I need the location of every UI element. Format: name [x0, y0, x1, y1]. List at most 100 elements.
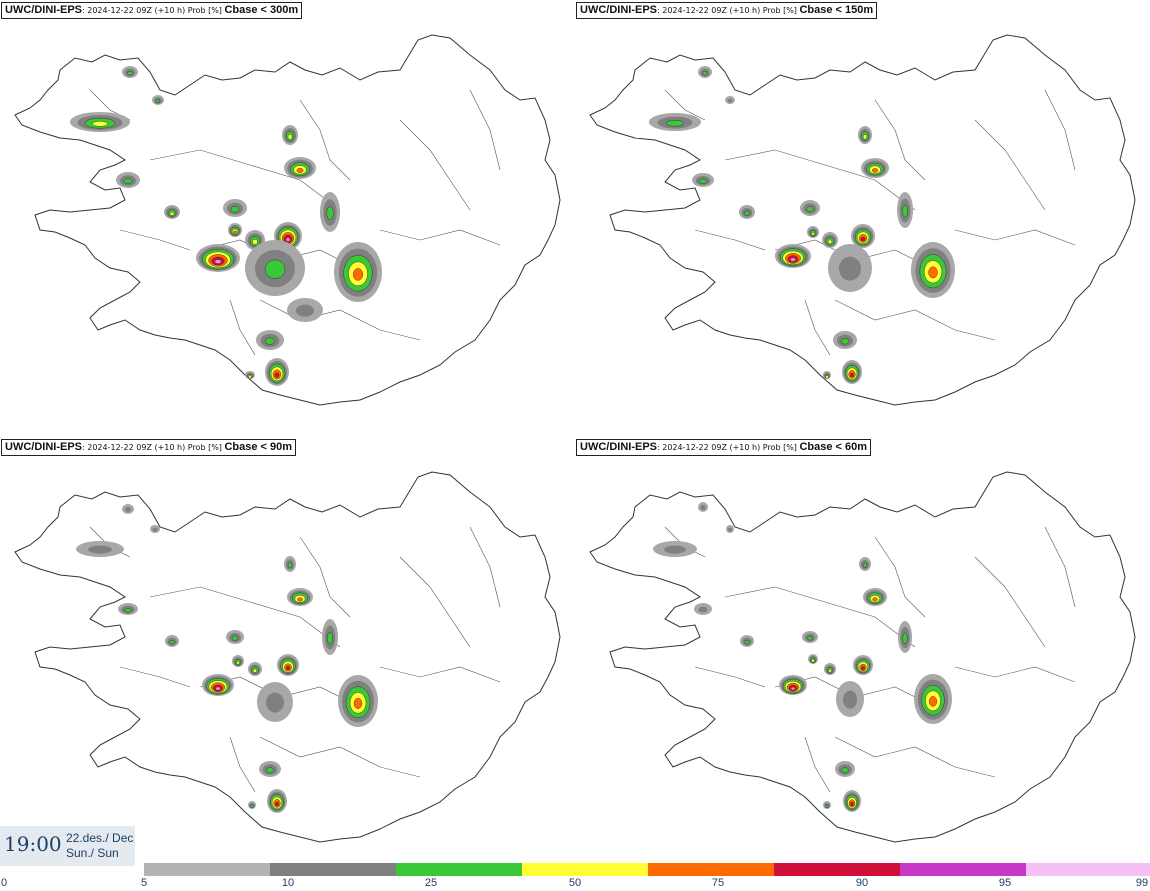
probability-contour	[274, 372, 280, 378]
probability-contour	[266, 692, 284, 713]
colorbar-segment	[1026, 863, 1150, 876]
probability-contour	[666, 119, 684, 127]
boundary-line	[664, 89, 706, 121]
probability-contour	[806, 206, 814, 213]
probability-contour	[265, 337, 275, 345]
probability-contour	[862, 562, 868, 568]
probability-contour	[353, 697, 363, 709]
probability-contour	[152, 527, 158, 532]
probability-contour	[169, 639, 175, 645]
probability-contour	[326, 206, 334, 221]
boundary-line	[379, 666, 501, 683]
probability-contour	[728, 527, 732, 532]
probability-contour	[828, 669, 832, 673]
probability-contour	[353, 268, 364, 281]
probability-contour	[230, 205, 240, 213]
probability-colorbar	[144, 863, 1150, 876]
boundary-line	[694, 229, 766, 251]
colorbar-tick: 25	[424, 877, 438, 889]
boundary-line	[229, 299, 256, 356]
boundary-line	[954, 666, 1076, 683]
map-panel-90m: UWC/DINI-EPS: 2024-12-22 09Z (+10 h) Pro…	[0, 437, 575, 874]
probability-contour	[92, 121, 108, 127]
probability-contour	[843, 690, 857, 709]
probability-contour	[123, 178, 133, 185]
probability-contour	[841, 767, 849, 774]
probability-contour	[233, 230, 237, 235]
probability-contour	[266, 767, 274, 774]
probability-contour	[860, 236, 866, 242]
colorbar-tick: 90	[855, 877, 869, 889]
boundary-line	[804, 736, 831, 793]
panel-title: UWC/DINI-EPS: 2024-12-22 09Z (+10 h) Pro…	[576, 2, 878, 19]
probability-contour	[125, 507, 131, 513]
iceland-coastline	[14, 34, 561, 406]
probability-contour	[297, 597, 303, 602]
boundary-line	[259, 736, 421, 778]
probability-contour	[872, 168, 879, 173]
probability-contour	[253, 668, 257, 673]
probability-contour	[744, 639, 750, 645]
probability-contour	[231, 635, 239, 641]
panel-title: UWC/DINI-EPS: 2024-12-22 09Z (+10 h) Pro…	[1, 2, 303, 19]
boundary-line	[299, 536, 351, 618]
probability-contour	[88, 545, 112, 554]
boundary-line	[229, 736, 256, 793]
valid-day: Sun./ Sun	[66, 846, 119, 860]
probability-contour	[850, 801, 854, 807]
probability-contour	[811, 232, 815, 236]
probability-contour	[215, 686, 221, 691]
boundary-line	[399, 556, 471, 648]
boundary-line	[694, 666, 766, 688]
colorbar-segment	[774, 863, 900, 876]
colorbar-segment	[270, 863, 396, 876]
boundary-line	[1044, 526, 1076, 608]
colorbar-tick: 99	[1135, 877, 1149, 889]
probability-contour	[861, 666, 865, 670]
probability-contour	[863, 134, 867, 140]
boundary-line	[834, 736, 996, 778]
probability-contour	[827, 239, 833, 245]
probability-contour	[929, 696, 938, 707]
probability-contour	[702, 70, 708, 76]
probability-contour	[699, 178, 707, 184]
boundary-line	[299, 99, 351, 181]
iceland-map-300m	[14, 34, 561, 406]
probability-contour	[825, 804, 829, 808]
probability-contour	[124, 607, 132, 613]
probability-contour	[790, 686, 796, 691]
valid-date: 22.des./ Dec	[66, 831, 134, 845]
iceland-coastline	[589, 34, 1136, 406]
boundary-line	[119, 229, 191, 251]
probability-contour	[296, 304, 314, 317]
boundary-line	[259, 299, 421, 341]
boundary-line	[874, 536, 926, 618]
probability-contour	[275, 801, 279, 807]
colorbar-segment	[647, 863, 775, 876]
probability-contour	[296, 167, 304, 173]
probability-contour	[327, 631, 333, 645]
boundary-line	[834, 299, 996, 341]
probability-contour	[811, 659, 815, 663]
probability-contour	[248, 375, 252, 379]
probability-contour	[250, 804, 254, 808]
probability-contour	[825, 375, 829, 379]
probability-contour	[285, 665, 291, 671]
probability-contour	[214, 259, 222, 264]
boundary-line	[399, 119, 471, 211]
probability-contour	[744, 210, 750, 216]
probability-contour	[872, 597, 878, 602]
boundary-line	[469, 526, 501, 608]
probability-contour	[664, 545, 686, 554]
boundary-line	[954, 229, 1076, 246]
colorbar-tick: 5	[140, 877, 148, 889]
colorbar-tick: 10	[281, 877, 295, 889]
boundary-line	[974, 119, 1046, 211]
iceland-map-150m	[589, 34, 1136, 406]
colorbar-segment	[522, 863, 648, 876]
colorbar-segment	[144, 863, 271, 876]
map-panel-60m: UWC/DINI-EPS: 2024-12-22 09Z (+10 h) Pro…	[575, 437, 1150, 874]
colorbar-tick: 95	[998, 877, 1012, 889]
probability-contour	[155, 99, 161, 104]
probability-contour	[902, 204, 908, 218]
